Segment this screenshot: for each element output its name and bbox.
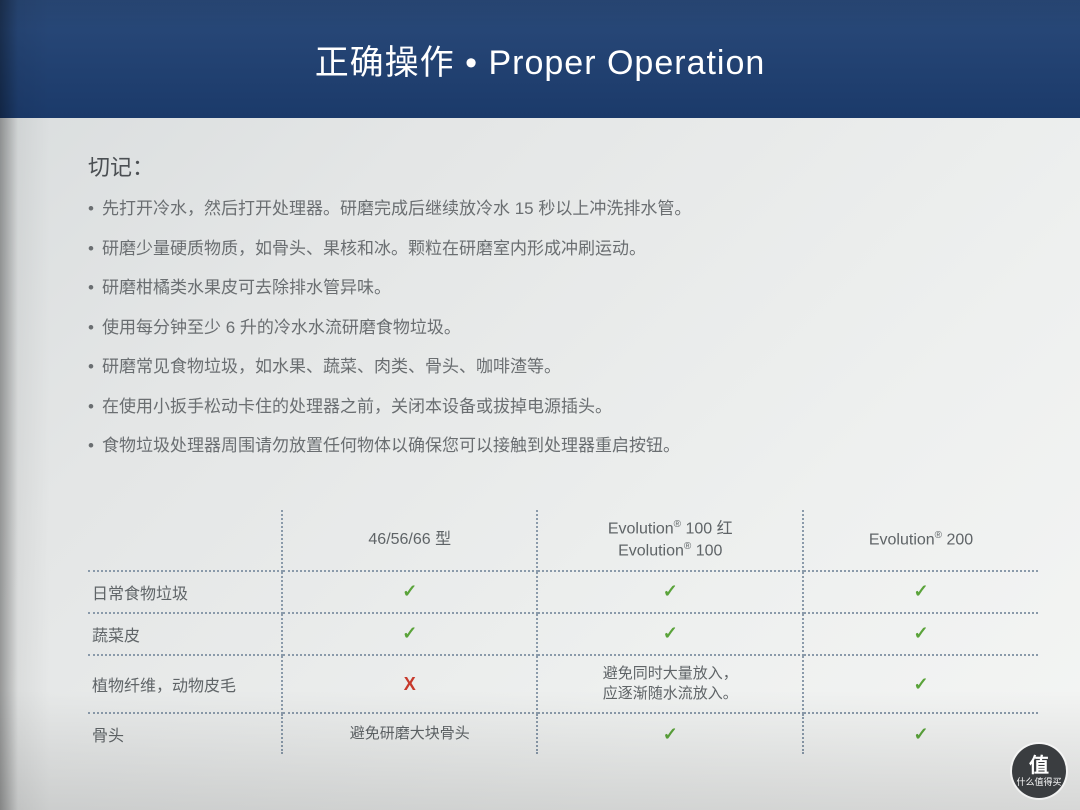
bullet-item: 先打开冷水，然后打开处理器。研磨完成后继续放冷水 15 秒以上冲洗排水管。 <box>88 196 1040 222</box>
check-icon: ✓ <box>913 581 928 601</box>
cell: ✓ <box>803 713 1038 754</box>
cell-note: 避免研磨大块骨头 <box>350 725 470 742</box>
bullet-item: 研磨常见食物垃圾，如水果、蔬菜、肉类、骨头、咖啡渣等。 <box>88 354 1040 380</box>
cell: 避免研磨大块骨头 <box>282 713 537 754</box>
content-area: 切记： 先打开冷水，然后打开处理器。研磨完成后继续放冷水 15 秒以上冲洗排水管… <box>88 150 1040 473</box>
check-icon: ✓ <box>663 623 678 643</box>
comparison-table-wrap: 46/56/66 型 Evolution® 100 红Evolution® 10… <box>88 510 1038 754</box>
table-header-model: Evolution® 100 红Evolution® 100 <box>537 510 803 571</box>
section-heading: 切记： <box>88 150 1040 182</box>
table-row: 蔬菜皮 ✓ ✓ ✓ <box>88 613 1038 655</box>
cell: ✓ <box>282 613 537 655</box>
bullet-item: 在使用小扳手松动卡住的处理器之前，关闭本设备或拔掉电源插头。 <box>88 394 1040 420</box>
cell: 避免同时大量放入，应逐渐随水流放入。 <box>537 655 803 714</box>
comparison-table: 46/56/66 型 Evolution® 100 红Evolution® 10… <box>88 510 1038 754</box>
table-header-model: 46/56/66 型 <box>282 510 537 571</box>
table-header-model: Evolution® 200 <box>803 510 1038 571</box>
table-header-row: 46/56/66 型 Evolution® 100 红Evolution® 10… <box>88 510 1038 571</box>
table-row: 骨头 避免研磨大块骨头 ✓ ✓ <box>88 713 1038 754</box>
check-icon: ✓ <box>663 724 678 744</box>
title-banner: 正确操作 • Proper Operation <box>0 0 1080 118</box>
table-row: 植物纤维，动物皮毛 X 避免同时大量放入，应逐渐随水流放入。 ✓ <box>88 655 1038 714</box>
bullet-item: 研磨少量硬质物质，如骨头、果核和冰。颗粒在研磨室内形成冲刷运动。 <box>88 236 1040 262</box>
check-icon: ✓ <box>913 623 928 643</box>
smzdm-watermark: 值 什么值得买 <box>1012 744 1066 798</box>
manual-page: 正确操作 • Proper Operation 切记： 先打开冷水，然后打开处理… <box>0 0 1080 810</box>
row-label: 植物纤维，动物皮毛 <box>88 655 282 714</box>
watermark-text: 什么值得买 <box>1016 778 1061 788</box>
cell: X <box>282 655 537 714</box>
bullet-item: 研磨柑橘类水果皮可去除排水管异味。 <box>88 275 1040 301</box>
table-header-empty <box>88 510 282 571</box>
cell: ✓ <box>803 613 1038 655</box>
cell: ✓ <box>537 613 803 655</box>
row-label: 蔬菜皮 <box>88 613 282 655</box>
cell-note: 避免同时大量放入，应逐渐随水流放入。 <box>544 664 796 705</box>
cell: ✓ <box>803 655 1038 714</box>
check-icon: ✓ <box>402 581 417 601</box>
cross-icon: X <box>404 674 416 694</box>
row-label: 日常食物垃圾 <box>88 571 282 613</box>
check-icon: ✓ <box>663 581 678 601</box>
cell: ✓ <box>803 571 1038 613</box>
bullet-list: 先打开冷水，然后打开处理器。研磨完成后继续放冷水 15 秒以上冲洗排水管。 研磨… <box>88 196 1040 459</box>
check-icon: ✓ <box>402 623 417 643</box>
title-text: 正确操作 • Proper Operation <box>315 35 766 84</box>
check-icon: ✓ <box>913 724 928 744</box>
bullet-item: 食物垃圾处理器周围请勿放置任何物体以确保您可以接触到处理器重启按钮。 <box>88 433 1040 459</box>
cell: ✓ <box>282 571 537 613</box>
watermark-char: 值 <box>1029 755 1049 777</box>
row-label: 骨头 <box>88 713 282 754</box>
cell: ✓ <box>537 713 803 754</box>
table-row: 日常食物垃圾 ✓ ✓ ✓ <box>88 571 1038 613</box>
cell: ✓ <box>537 571 803 613</box>
check-icon: ✓ <box>913 674 928 694</box>
bullet-item: 使用每分钟至少 6 升的冷水水流研磨食物垃圾。 <box>88 315 1040 341</box>
